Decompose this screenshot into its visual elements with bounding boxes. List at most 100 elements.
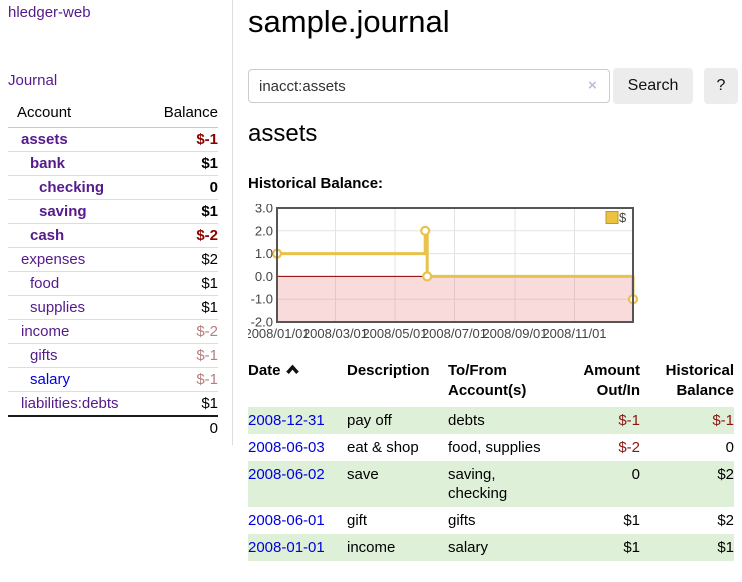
account-balance: 0 (148, 175, 218, 200)
transaction-amount: 0 (631, 466, 640, 483)
y-tick-label: 0.0 (255, 269, 273, 284)
transaction-date-link[interactable]: 2008-06-02 (248, 466, 325, 483)
account-balance: $1 (148, 271, 218, 296)
register-row: 2008-06-01 gift gifts $1 $2 (248, 507, 734, 534)
transaction-amount: $-2 (618, 439, 640, 456)
account-link-supplies[interactable]: supplies (30, 299, 86, 316)
y-tick-label: 2.0 (255, 223, 273, 238)
account-row: saving $1 (8, 199, 218, 224)
accounts-header-row: Account Balance (8, 100, 218, 128)
register-row: 2008-12-31 pay off debts $-1 $-1 (248, 407, 734, 434)
account-row: cash $-2 (8, 223, 218, 248)
sidebar: hledger-web Journal Account Balance asse… (0, 0, 233, 445)
historical-balance-chart: $ 3.0 2.0 1.0 0.0 -1.0 -2.0 2008/01/01 2… (248, 204, 639, 341)
transaction-accounts: food, supplies (448, 439, 541, 456)
x-tick-label: 2008/09/01 (482, 326, 547, 341)
y-tick-label: -2.0 (251, 315, 273, 330)
account-row: salary $-1 (8, 367, 218, 392)
x-tick-label: 2008/11/01 (542, 326, 606, 341)
sidebar-item-journal[interactable]: Journal (8, 72, 58, 89)
account-link-saving[interactable]: saving (39, 203, 87, 220)
transaction-balance: $2 (717, 466, 734, 483)
account-balance: $-2 (148, 319, 218, 344)
transaction-date-link[interactable]: 2008-01-01 (248, 539, 325, 556)
transaction-accounts: debts (448, 412, 485, 429)
register-row: 2008-01-01 income salary $1 $1 (248, 534, 734, 561)
page-title: sample.journal (248, 4, 450, 39)
data-point[interactable] (420, 225, 431, 236)
balance-column-header: Balance (148, 100, 218, 128)
x-tick-label: 2008/07/01 (422, 326, 487, 341)
account-link-assets[interactable]: assets (21, 131, 68, 148)
account-balance: $1 (148, 151, 218, 176)
search-input[interactable] (248, 69, 610, 103)
data-point[interactable] (422, 271, 433, 282)
register-row: 2008-06-02 save saving, checking 0 $2 (248, 461, 734, 507)
transaction-date-link[interactable]: 2008-06-03 (248, 439, 325, 456)
transaction-description: eat & shop (347, 439, 419, 456)
chart-border (276, 207, 634, 323)
transaction-description: pay off (347, 412, 392, 429)
y-axis-labels: 3.0 2.0 1.0 0.0 -1.0 -2.0 (251, 204, 273, 330)
help-button[interactable]: ? (704, 68, 738, 104)
transaction-description: income (347, 539, 396, 556)
account-link-expenses[interactable]: expenses (21, 251, 86, 268)
search-form: × Search ? (248, 68, 742, 104)
transaction-balance: $2 (717, 512, 734, 529)
account-balance: $-1 (148, 343, 218, 368)
account-page-title: assets (248, 120, 318, 147)
account-link-income[interactable]: income (21, 323, 70, 340)
y-tick-label: 1.0 (255, 246, 273, 261)
app-title-link[interactable]: hledger-web (8, 4, 91, 21)
transaction-balance: $-1 (712, 412, 734, 429)
y-tick-label: -1.0 (251, 292, 273, 307)
x-tick-label: 2008/05/01 (362, 326, 427, 341)
account-row: expenses $2 (8, 247, 218, 272)
account-balance: $-1 (148, 127, 218, 152)
transaction-description: save (347, 466, 379, 483)
account-column-header: To/From Account(s) (448, 362, 527, 399)
account-link-gifts[interactable]: gifts (30, 347, 58, 364)
x-tick-label: 2008/01/01 (248, 326, 310, 341)
account-link-bank[interactable]: bank (30, 155, 66, 172)
accounts-balance-table: Account Balance assets $-1 bank $1 check… (8, 100, 218, 440)
account-link-salary[interactable]: salary (30, 371, 71, 388)
account-row: food $1 (8, 271, 218, 296)
account-balance: $-1 (148, 367, 218, 392)
transaction-description: gift (347, 512, 368, 529)
transaction-amount: $-1 (618, 412, 640, 429)
x-tick-label: 2008/03/01 (303, 326, 368, 341)
clear-search-icon[interactable]: × (588, 77, 597, 94)
account-balance: $-2 (148, 223, 218, 248)
y-tick-label: 3.0 (255, 204, 273, 216)
transaction-date-link[interactable]: 2008-06-01 (248, 512, 325, 529)
x-axis-labels: 2008/01/01 2008/03/01 2008/05/01 2008/07… (248, 326, 607, 341)
account-column-header: Account (8, 100, 149, 128)
transaction-accounts: salary (448, 539, 489, 556)
account-balance: $2 (148, 247, 218, 272)
account-row: assets $-1 (8, 127, 218, 152)
account-row: income $-2 (8, 319, 218, 344)
transaction-accounts: gifts (448, 512, 476, 529)
accounts-total-value: 0 (148, 415, 218, 440)
account-link-liabilities-debts[interactable]: liabilities:debts (21, 395, 119, 412)
chart-heading: Historical Balance: (248, 175, 384, 192)
date-column-header[interactable]: Date (248, 358, 347, 407)
account-link-food[interactable]: food (30, 275, 60, 292)
search-button[interactable]: Search (613, 68, 693, 104)
transaction-balance: $1 (717, 539, 734, 556)
amount-column-header: Amount Out/In (583, 362, 640, 399)
account-link-checking[interactable]: checking (39, 179, 105, 196)
legend-swatch (605, 211, 619, 224)
transaction-amount: $1 (623, 512, 640, 529)
legend-label: $ (619, 210, 627, 225)
main-content: sample.journal × Search ? assets Histori… (248, 0, 742, 582)
accounts-total-row: 0 (8, 415, 218, 440)
account-row: checking 0 (8, 175, 218, 200)
chart-legend: $ (605, 210, 627, 225)
transaction-date-link[interactable]: 2008-12-31 (248, 412, 325, 429)
account-row: gifts $-1 (8, 343, 218, 368)
account-link-cash[interactable]: cash (30, 227, 65, 244)
account-row: liabilities:debts $1 (8, 391, 218, 416)
description-column-header: Description (347, 362, 430, 379)
